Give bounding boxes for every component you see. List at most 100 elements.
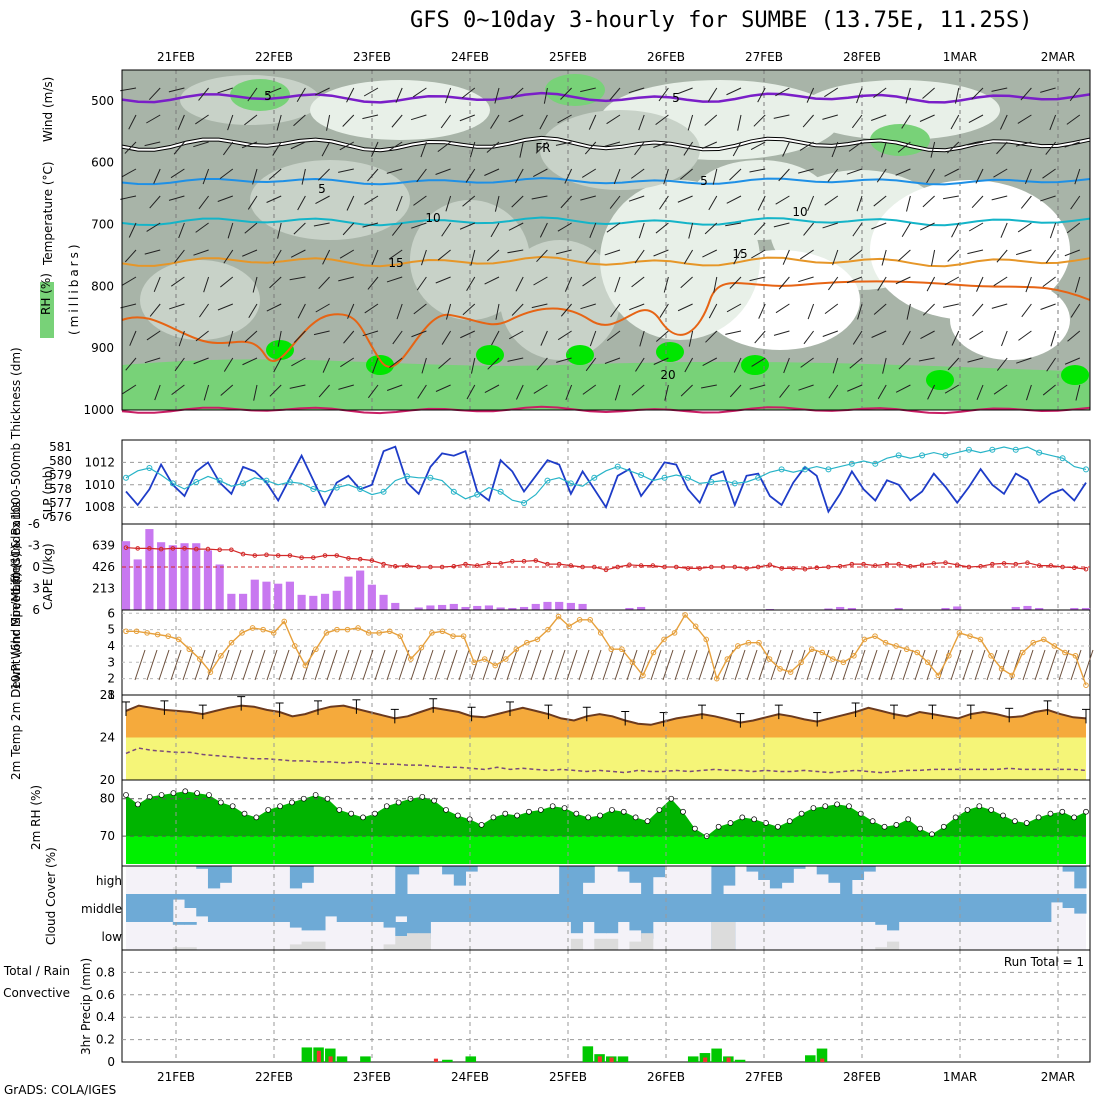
wind-barb bbox=[362, 330, 379, 337]
rh2m-point bbox=[241, 810, 248, 817]
wind10-point bbox=[408, 656, 414, 662]
wind10-point bbox=[808, 646, 815, 653]
wind10-point bbox=[882, 639, 889, 646]
wind10-point bbox=[397, 633, 404, 639]
wind-barb bbox=[466, 276, 476, 291]
wind-barb bbox=[1045, 141, 1056, 155]
wind-barb bbox=[195, 330, 209, 342]
rh2m-point bbox=[893, 822, 900, 828]
cloud-cell bbox=[395, 894, 408, 917]
lifted-point bbox=[322, 553, 328, 558]
y-tick-lifted: 3 bbox=[32, 582, 40, 596]
rh2m-point bbox=[455, 812, 461, 819]
wind-barb bbox=[297, 303, 306, 319]
wind-barb bbox=[807, 303, 815, 320]
thickness-point bbox=[848, 460, 855, 467]
x-tick-label-top: 25FEB bbox=[549, 50, 587, 64]
precip-conv-bar bbox=[820, 1058, 825, 1062]
wind10-point bbox=[766, 656, 773, 662]
lifted-point bbox=[767, 562, 773, 568]
wind10-point bbox=[133, 628, 140, 635]
rh2m-point bbox=[940, 823, 947, 830]
wind-barb bbox=[421, 357, 427, 374]
rh2m-point bbox=[905, 816, 912, 823]
cloud-cell bbox=[500, 894, 513, 922]
wind-barb bbox=[1017, 114, 1032, 124]
ylabel-precip: 3hr Precip (mm) bbox=[79, 958, 93, 1055]
wind10-point bbox=[302, 662, 309, 669]
wind-barb bbox=[321, 141, 331, 157]
thickness-point bbox=[895, 452, 902, 459]
temp-fill bbox=[126, 705, 1086, 738]
surface-wind-barb bbox=[806, 649, 818, 681]
rh2m-point bbox=[1023, 820, 1030, 826]
ylabel-thickness: 1000-500mb Thickness (dm) bbox=[9, 347, 23, 520]
y-tick-rh: 70 bbox=[100, 829, 115, 843]
rh2m-point bbox=[609, 807, 615, 813]
wind-barb bbox=[144, 249, 161, 255]
rh2m-point bbox=[917, 825, 923, 832]
lifted-point bbox=[193, 546, 199, 552]
cloud-cell bbox=[922, 894, 935, 922]
cloud-cell bbox=[172, 894, 186, 900]
low-cloud-cell bbox=[606, 938, 619, 950]
wind-barb bbox=[753, 222, 766, 236]
wind-barb bbox=[1050, 330, 1057, 347]
cape-bar bbox=[309, 595, 318, 610]
wind-barb bbox=[993, 276, 1008, 287]
lifted-point bbox=[416, 564, 421, 570]
wind-barb bbox=[655, 222, 669, 234]
lifted-point bbox=[779, 566, 784, 571]
wind-barb bbox=[614, 276, 621, 293]
wind-barb bbox=[775, 87, 790, 97]
wind-barb bbox=[1067, 330, 1081, 342]
wind-barb bbox=[124, 141, 137, 154]
surface-wind-barb bbox=[662, 649, 674, 681]
low-cloud-cell bbox=[383, 944, 396, 950]
cape-bar bbox=[836, 606, 845, 610]
wind-barb bbox=[707, 87, 718, 102]
wind-barb bbox=[991, 87, 1008, 92]
wind-barb bbox=[539, 114, 548, 130]
rh2m-point bbox=[846, 803, 852, 810]
wind-barb bbox=[539, 222, 548, 238]
wind-barb bbox=[609, 87, 621, 101]
wind10-point bbox=[260, 626, 266, 633]
wind-barb bbox=[564, 276, 573, 292]
wind-barb bbox=[1064, 141, 1080, 148]
wind-barb bbox=[782, 249, 790, 265]
series-temp-line bbox=[125, 704, 1087, 726]
wind10-point bbox=[998, 666, 1005, 672]
lifted-point bbox=[240, 551, 246, 557]
wind-barb bbox=[779, 384, 790, 398]
wind-barb bbox=[486, 249, 500, 262]
y-tick-wind: 5 bbox=[107, 623, 115, 637]
wind-barb bbox=[364, 195, 379, 205]
wind-barb bbox=[870, 114, 887, 121]
wind-barb bbox=[223, 357, 234, 372]
lifted-point bbox=[990, 561, 995, 567]
cape-bar bbox=[356, 570, 365, 610]
wind-barb bbox=[700, 384, 717, 389]
cloud-cell bbox=[886, 922, 900, 931]
surface-wind-barb bbox=[506, 649, 518, 681]
wind-barb bbox=[338, 384, 354, 390]
lifted-point bbox=[275, 553, 281, 558]
lifted-point bbox=[556, 561, 562, 567]
wind10-point bbox=[861, 636, 868, 643]
cape-bar bbox=[519, 606, 529, 610]
cape-bar bbox=[1023, 605, 1032, 610]
wind-barb bbox=[540, 330, 548, 346]
surface-wind-barb bbox=[434, 649, 446, 681]
wind-barb bbox=[585, 249, 597, 263]
surface-wind-barb bbox=[554, 649, 566, 681]
wind-barb bbox=[653, 141, 669, 148]
rh-region bbox=[410, 200, 530, 320]
y-tick-wind: 2 bbox=[107, 672, 115, 686]
precip-total-bar bbox=[617, 1056, 629, 1062]
wind-barb bbox=[902, 330, 911, 346]
cloud-cell bbox=[336, 894, 349, 922]
wind-barb bbox=[122, 276, 137, 286]
wind-barb bbox=[560, 303, 572, 317]
wind-barb bbox=[437, 141, 451, 153]
